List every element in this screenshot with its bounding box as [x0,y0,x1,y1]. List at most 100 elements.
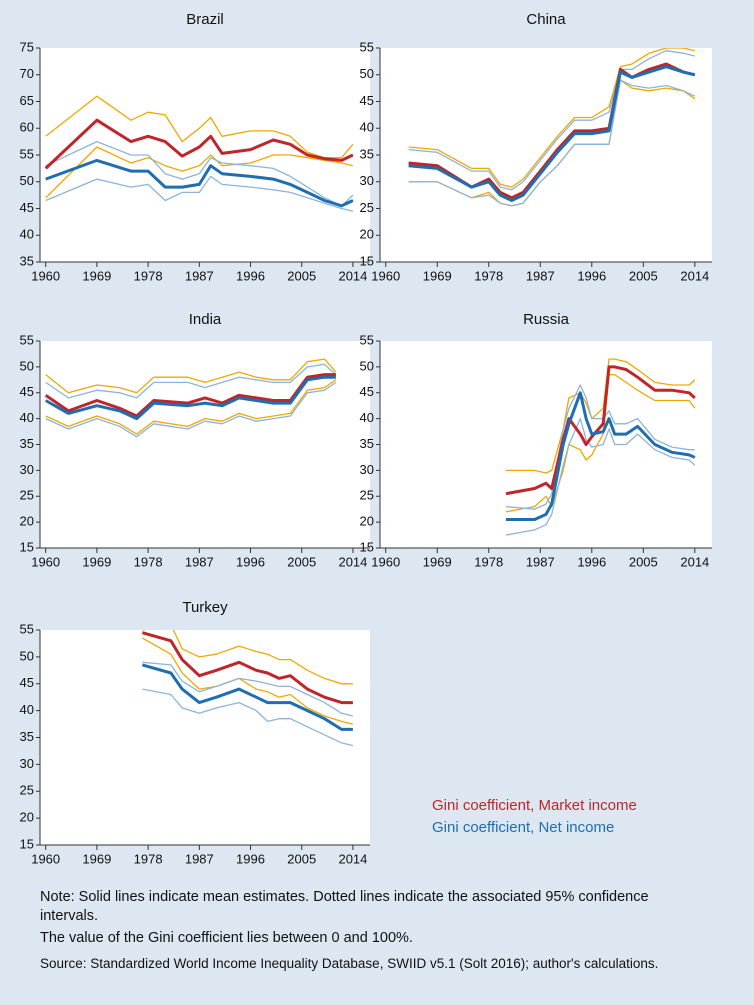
y-tick-label: 30 [360,173,374,188]
y-tick-label: 55 [360,39,374,54]
x-tick-label: 1978 [134,851,163,866]
x-tick-label: 2014 [338,554,367,569]
x-tick-label: 1996 [236,851,265,866]
note: Note: Solid lines indicate mean estimate… [40,889,649,924]
x-tick-label: 1978 [134,554,163,569]
x-tick-label: 2005 [287,268,316,283]
ci-line [142,630,353,685]
x-tick-label: 2014 [338,268,367,283]
y-tick-label: 50 [20,648,34,663]
mean-line [44,375,336,421]
x-tick-label: 1996 [577,554,606,569]
x-tick-label: 1987 [185,268,214,283]
ci-line [408,50,695,191]
y-tick-label: 35 [360,436,374,451]
chart-title: Russia [523,311,570,328]
mean-line [44,373,336,418]
y-tick-label: 35 [20,436,34,451]
y-tick-label: 45 [20,200,34,215]
x-tick-label: 1987 [526,554,555,569]
x-tick-label: 1960 [31,268,60,283]
y-tick-label: 45 [360,93,374,108]
x-tick-label: 1978 [474,554,503,569]
mean-line [505,391,696,521]
x-tick-label: 1969 [423,554,452,569]
y-tick-label: 15 [20,836,34,851]
ci-line [408,79,696,207]
y-tick-label: 65 [20,93,34,108]
x-tick-label: 1978 [134,268,163,283]
ci-line [505,384,695,510]
ci-line [45,95,354,159]
x-tick-label: 1960 [371,268,400,283]
y-tick-label: 30 [360,462,374,477]
y-tick-label: 50 [360,66,374,81]
y-tick-label: 45 [20,384,34,399]
plot-area [380,341,712,548]
mean-line [44,118,354,170]
x-tick-label: 2014 [680,268,709,283]
y-tick-label: 70 [20,66,34,81]
chart-title: Brazil [186,11,224,28]
y-tick-label: 40 [20,702,34,717]
plot-area [40,630,370,845]
legend-entry: Gini coefficient, Net income [432,819,614,836]
y-tick-label: 40 [20,410,34,425]
y-tick-label: 20 [20,514,34,529]
x-tick-label: 1969 [82,268,111,283]
x-tick-label: 1960 [31,851,60,866]
y-tick-label: 40 [360,120,374,135]
y-tick-label: 40 [20,227,34,242]
y-tick-label: 15 [360,539,374,554]
y-tick-label: 35 [20,729,34,744]
y-tick-label: 20 [360,514,374,529]
chart-title: Turkey [182,599,228,616]
y-tick-label: 60 [20,120,34,135]
mean-line [141,663,353,731]
y-tick-label: 55 [20,146,34,161]
x-tick-label: 1996 [236,268,265,283]
y-tick-label: 25 [20,783,34,798]
y-tick-label: 20 [20,810,34,825]
ci-line [142,661,354,717]
y-tick-label: 25 [20,488,34,503]
y-tick-label: 45 [20,675,34,690]
notes: Note: Solid lines indicate mean estimate… [40,888,740,976]
y-tick-label: 25 [360,200,374,215]
x-tick-label: 2014 [338,851,367,866]
x-tick-label: 2005 [629,268,658,283]
x-tick-label: 1969 [82,554,111,569]
x-tick-label: 1960 [31,554,60,569]
ci-line [45,175,354,212]
ci-line [142,637,354,725]
ci-line [45,140,354,207]
y-tick-label: 15 [360,253,374,268]
x-tick-label: 1960 [371,554,400,569]
x-tick-label: 1978 [474,268,503,283]
y-tick-label: 25 [360,488,374,503]
ci-line [45,381,337,438]
y-tick-label: 50 [20,358,34,373]
x-tick-label: 2005 [287,851,316,866]
y-tick-label: 55 [20,332,34,347]
legend-entry: Gini coefficient, Market income [432,797,637,814]
ci-line [408,48,695,188]
y-tick-label: 35 [20,253,34,268]
y-tick-label: 40 [360,410,374,425]
y-tick-label: 45 [360,384,374,399]
y-tick-label: 30 [20,756,34,771]
y-tick-label: 75 [20,39,34,54]
chart-title: China [526,11,566,28]
chart-title: India [189,311,222,328]
y-tick-label: 30 [20,462,34,477]
x-tick-label: 1969 [423,268,452,283]
y-tick-label: 50 [360,358,374,373]
plot-area [380,48,712,262]
x-tick-label: 2005 [629,554,658,569]
note: The value of the Gini coefficient lies b… [40,930,413,946]
mean-line [141,631,353,705]
ci-line [505,417,696,536]
y-tick-label: 20 [360,227,374,242]
